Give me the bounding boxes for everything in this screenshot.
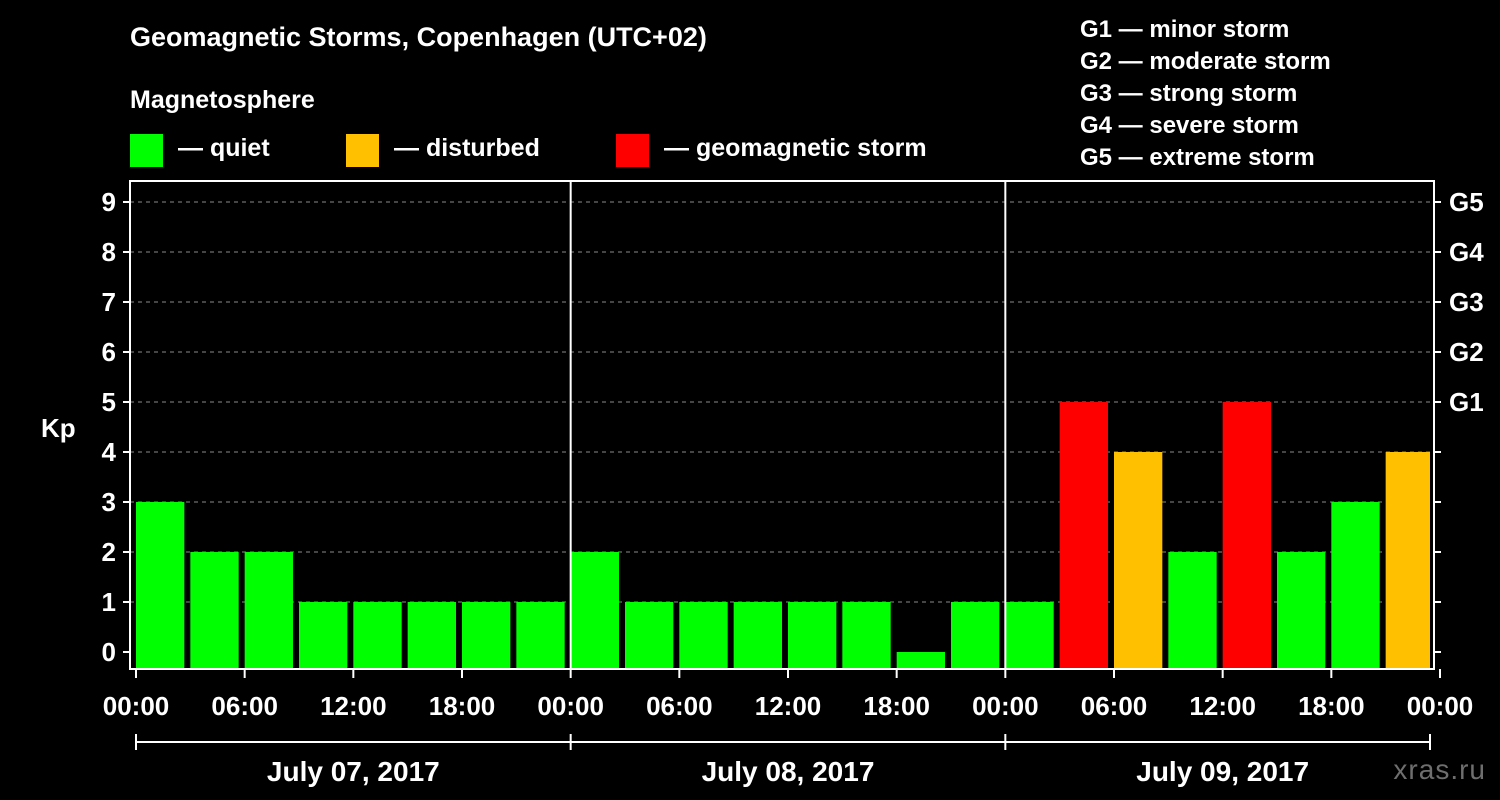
x-tick-label: 12:00 bbox=[1189, 691, 1256, 721]
kp-bar bbox=[1222, 402, 1271, 668]
x-tick-label: 00:00 bbox=[1407, 691, 1474, 721]
y-tick-label: 8 bbox=[102, 237, 116, 267]
legend-swatch-storm bbox=[616, 134, 649, 167]
kp-bar bbox=[1277, 552, 1326, 668]
storm-scale-g2: G2 — moderate storm bbox=[1080, 48, 1331, 75]
x-tick-label: 12:00 bbox=[755, 691, 822, 721]
y-tick-label: 3 bbox=[102, 487, 116, 517]
x-tick-label: 06:00 bbox=[1081, 691, 1148, 721]
kp-bar bbox=[299, 602, 348, 668]
kp-bar bbox=[136, 502, 185, 668]
y-tick-label: 0 bbox=[102, 637, 116, 667]
storm-scale-g5: G5 — extreme storm bbox=[1080, 144, 1315, 171]
legend-swatch-quiet bbox=[130, 134, 163, 167]
kp-bar bbox=[1331, 502, 1380, 668]
g-level-label: G5 bbox=[1449, 187, 1484, 217]
day-label: July 08, 2017 bbox=[702, 756, 875, 787]
storm-scale-g3: G3 — strong storm bbox=[1080, 80, 1298, 107]
kp-bar bbox=[1385, 452, 1430, 668]
kp-bar bbox=[244, 552, 293, 668]
legend-label-storm: — geomagnetic storm bbox=[664, 134, 927, 162]
kp-bar bbox=[733, 602, 782, 668]
kp-bar bbox=[896, 652, 945, 668]
x-tick-label: 18:00 bbox=[1298, 691, 1365, 721]
y-tick-label: 7 bbox=[102, 287, 116, 317]
x-tick-label: 06:00 bbox=[211, 691, 278, 721]
chart-title: Geomagnetic Storms, Copenhagen (UTC+02) bbox=[130, 22, 707, 52]
y-tick-label: 2 bbox=[102, 537, 116, 567]
y-tick-label: 6 bbox=[102, 337, 116, 367]
kp-bar bbox=[190, 552, 239, 668]
legend-swatch-disturbed bbox=[346, 134, 379, 167]
x-tick-label: 00:00 bbox=[537, 691, 604, 721]
brand-watermark: xras.ru bbox=[1393, 754, 1486, 785]
g-level-label: G4 bbox=[1449, 237, 1484, 267]
kp-bar bbox=[516, 602, 565, 668]
y-tick-label: 5 bbox=[102, 387, 116, 417]
kp-bar bbox=[842, 602, 891, 668]
day-label: July 09, 2017 bbox=[1136, 756, 1309, 787]
x-tick-label: 12:00 bbox=[320, 691, 387, 721]
x-tick-label: 00:00 bbox=[103, 691, 170, 721]
kp-bar bbox=[679, 602, 728, 668]
kp-bar bbox=[462, 602, 511, 668]
x-tick-label: 06:00 bbox=[646, 691, 713, 721]
plot-frame bbox=[129, 180, 1435, 670]
y-tick-label: 4 bbox=[102, 437, 117, 467]
kp-bar bbox=[570, 552, 619, 668]
kp-bar bbox=[1168, 552, 1217, 668]
g-level-label: G1 bbox=[1449, 387, 1484, 417]
kp-bar bbox=[788, 602, 837, 668]
x-tick-label: 00:00 bbox=[972, 691, 1039, 721]
y-axis-label: Kp bbox=[41, 413, 76, 443]
kp-bar bbox=[407, 602, 456, 668]
legend-label-disturbed: — disturbed bbox=[394, 134, 540, 162]
x-tick-label: 18:00 bbox=[863, 691, 930, 721]
day-label: July 07, 2017 bbox=[267, 756, 440, 787]
legend-title: Magnetosphere bbox=[130, 86, 315, 114]
kp-bar bbox=[1114, 452, 1163, 668]
y-tick-label: 1 bbox=[102, 587, 116, 617]
y-tick-label: 9 bbox=[102, 187, 116, 217]
storm-scale-g4: G4 — severe storm bbox=[1080, 112, 1299, 139]
kp-bar bbox=[353, 602, 402, 668]
kp-bar bbox=[951, 602, 1000, 668]
storm-scale-g1: G1 — minor storm bbox=[1080, 16, 1290, 43]
kp-bar bbox=[625, 602, 674, 668]
g-level-label: G3 bbox=[1449, 287, 1484, 317]
kp-bar bbox=[1059, 402, 1108, 668]
kp-bar bbox=[1005, 602, 1054, 668]
g-level-label: G2 bbox=[1449, 337, 1484, 367]
legend-label-quiet: — quiet bbox=[178, 134, 270, 162]
x-tick-label: 18:00 bbox=[429, 691, 496, 721]
